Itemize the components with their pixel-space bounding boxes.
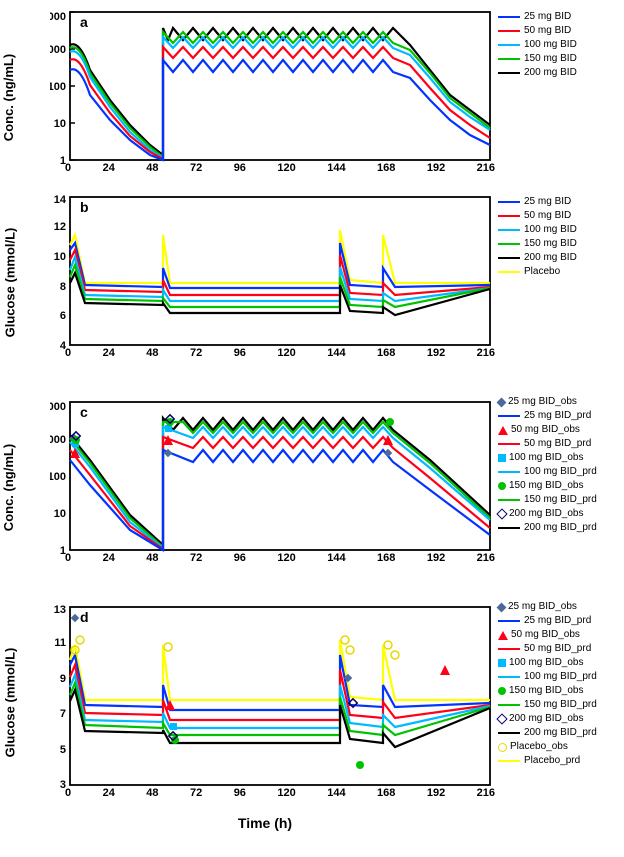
panel-d-ylabel: Glucose (mmol/L) [2, 648, 17, 758]
pk-pd-figure: Conc. (ng/mL) a 1 10 100 1000 10000 [0, 0, 624, 857]
svg-text:12: 12 [54, 221, 66, 233]
svg-text:14: 14 [54, 195, 67, 206]
panel-b-legend: 25 mg BID 50 mg BID 100 mg BID 150 mg BI… [498, 195, 577, 279]
svg-text:7: 7 [60, 708, 66, 720]
svg-text:10000: 10000 [50, 11, 66, 23]
svg-text:1000: 1000 [50, 434, 66, 446]
svg-text:11: 11 [54, 637, 66, 649]
svg-text:10: 10 [54, 118, 66, 130]
svg-text:100: 100 [50, 81, 66, 93]
svg-text:6: 6 [60, 310, 66, 322]
svg-text:8: 8 [60, 281, 66, 293]
panel-d-legend: 25 mg BID_obs 25 mg BID_prd 50 mg BID_ob… [498, 600, 597, 768]
svg-text:100: 100 [50, 471, 66, 483]
x-axis-label: Time (h) [50, 815, 480, 831]
panel-a-legend: 25 mg BID 50 mg BID 100 mg BID 150 mg BI… [498, 10, 577, 80]
svg-text:9: 9 [60, 673, 66, 685]
svg-text:10: 10 [54, 508, 66, 520]
svg-text:1000: 1000 [50, 44, 66, 56]
panel-b: Glucose (mmol/L) b 468 101214 0244872961… [0, 195, 624, 355]
panel-c-legend: 25 mg BID_obs 25 mg BID_prd 50 mg BID_ob… [498, 395, 597, 535]
panel-a: Conc. (ng/mL) a 1 10 100 1000 10000 [0, 10, 624, 170]
panel-c-ylabel: Conc. (ng/mL) [1, 444, 16, 531]
panel-d: Glucose (mmol/L) d 357 91113 [0, 605, 624, 805]
panel-d-xticks: 024487296120144168192216 [65, 787, 495, 799]
panel-b-xticks: 024487296120144168192216 [65, 347, 495, 359]
svg-text:5: 5 [60, 744, 66, 756]
panel-a-xticks: 024487296120144168192216 [65, 162, 495, 174]
panel-c: Conc. (ng/mL) c 110100 100010000 [0, 400, 624, 560]
panel-c-xticks: 024487296120144168192216 [65, 552, 495, 564]
svg-text:10000: 10000 [50, 401, 66, 413]
panel-c-plot: 110100 100010000 [50, 400, 500, 560]
svg-text:13: 13 [54, 605, 66, 616]
panel-b-plot: 468 101214 [50, 195, 500, 355]
panel-a-ylabel: Conc. (ng/mL) [1, 54, 16, 141]
svg-text:10: 10 [54, 251, 66, 263]
panel-d-plot: 357 91113 [50, 605, 500, 795]
panel-a-plot: 1 10 100 1000 10000 [50, 10, 500, 170]
panel-b-ylabel: Glucose (mmol/L) [2, 228, 17, 338]
